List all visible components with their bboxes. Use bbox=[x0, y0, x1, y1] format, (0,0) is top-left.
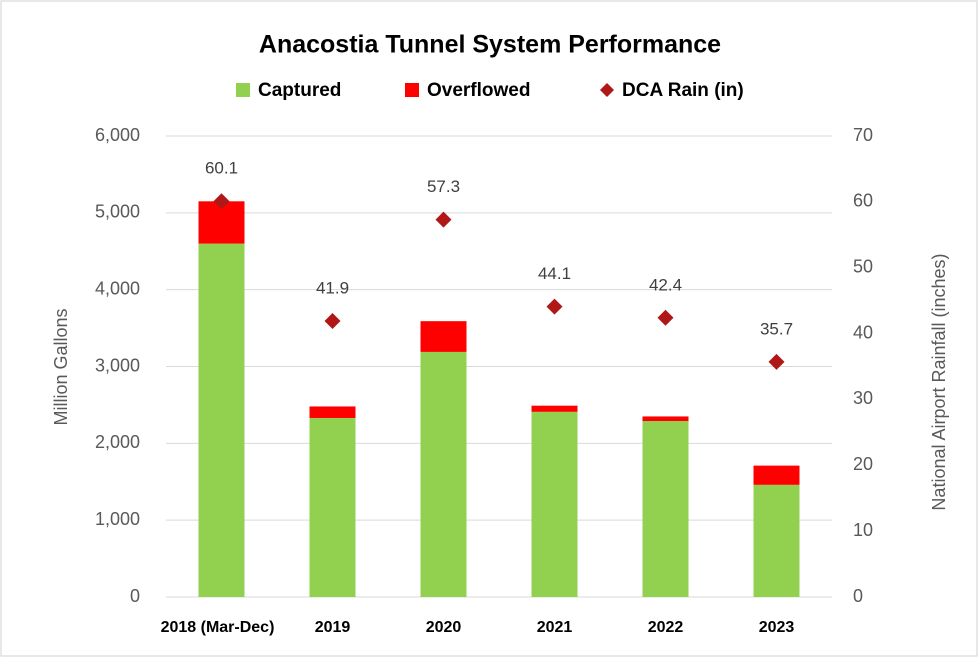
bar bbox=[642, 416, 689, 422]
x-tick-label: 2020 bbox=[426, 619, 462, 636]
legend-label: Overflowed bbox=[427, 80, 530, 101]
bar bbox=[531, 411, 578, 597]
rain-point bbox=[657, 309, 674, 326]
data-label: 57.3 bbox=[427, 177, 460, 196]
y-tick-label: 0 bbox=[130, 586, 140, 606]
y-tick-label: 4,000 bbox=[95, 278, 140, 298]
y-tick-label: 2,000 bbox=[95, 432, 140, 452]
y2-tick-label: 60 bbox=[853, 191, 873, 211]
legend-marker bbox=[236, 83, 250, 97]
data-label: 60.1 bbox=[205, 159, 238, 178]
x-tick-label: 2022 bbox=[648, 619, 684, 636]
y2-tick-label: 40 bbox=[853, 322, 873, 342]
bar bbox=[642, 421, 689, 597]
bar bbox=[309, 417, 356, 597]
bar bbox=[420, 351, 467, 597]
x-tick-label: 2018 (Mar-Dec) bbox=[161, 619, 275, 636]
data-label: 44.1 bbox=[538, 264, 571, 283]
rain-point bbox=[435, 211, 452, 228]
y2-tick-label: 0 bbox=[853, 586, 863, 606]
bar bbox=[420, 321, 467, 352]
y2-tick-label: 10 bbox=[853, 520, 873, 540]
y-tick-label: 6,000 bbox=[95, 125, 140, 145]
y2-tick-label: 20 bbox=[853, 454, 873, 474]
rain-point bbox=[768, 353, 785, 370]
y-tick-label: 3,000 bbox=[95, 355, 140, 375]
bar bbox=[198, 243, 245, 598]
y-tick-label: 5,000 bbox=[95, 202, 140, 222]
rain-point bbox=[213, 193, 230, 210]
legend-label: Captured bbox=[258, 80, 341, 101]
legend-marker bbox=[600, 83, 614, 97]
data-label: 42.4 bbox=[649, 275, 682, 294]
bar bbox=[753, 484, 800, 597]
rain-point bbox=[324, 313, 341, 330]
bar bbox=[309, 406, 356, 418]
x-tick-label: 2021 bbox=[537, 619, 573, 636]
y2-tick-label: 30 bbox=[853, 388, 873, 408]
bar bbox=[753, 465, 800, 485]
legend-label: DCA Rain (in) bbox=[622, 80, 744, 101]
data-label: 41.9 bbox=[316, 279, 349, 298]
y2-tick-label: 50 bbox=[853, 256, 873, 276]
y2-tick-label: 70 bbox=[853, 125, 873, 145]
x-tick-label: 2019 bbox=[315, 619, 351, 636]
y2-axis-label: National Airport Rainfall (inches) bbox=[929, 253, 949, 510]
chart-title: Anacostia Tunnel System Performance bbox=[259, 31, 721, 59]
legend-marker bbox=[405, 83, 419, 97]
x-tick-label: 2023 bbox=[759, 619, 795, 636]
bar bbox=[531, 405, 578, 412]
y-tick-label: 1,000 bbox=[95, 509, 140, 529]
data-label: 35.7 bbox=[760, 319, 793, 338]
rain-point bbox=[546, 298, 563, 315]
y-axis-label: Million Gallons bbox=[51, 308, 71, 425]
